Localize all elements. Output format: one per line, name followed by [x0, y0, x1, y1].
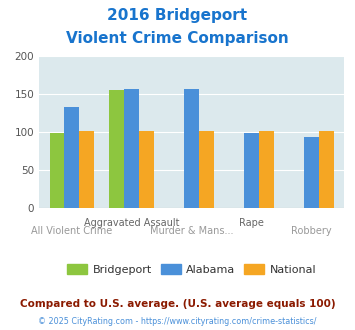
- Bar: [184, 89, 199, 208]
- Bar: [124, 89, 139, 208]
- Text: Compared to U.S. average. (U.S. average equals 100): Compared to U.S. average. (U.S. average …: [20, 299, 335, 309]
- Text: © 2025 CityRating.com - https://www.cityrating.com/crime-statistics/: © 2025 CityRating.com - https://www.city…: [38, 317, 317, 326]
- Text: 2016 Bridgeport: 2016 Bridgeport: [108, 8, 247, 23]
- Bar: [259, 131, 274, 208]
- Text: Rape: Rape: [239, 218, 264, 228]
- Bar: [80, 131, 94, 208]
- Bar: [65, 107, 80, 208]
- Bar: [139, 131, 154, 208]
- Bar: [304, 137, 319, 208]
- Bar: [50, 133, 65, 208]
- Bar: [319, 131, 334, 208]
- Bar: [109, 90, 124, 208]
- Legend: Bridgeport, Alabama, National: Bridgeport, Alabama, National: [64, 261, 320, 278]
- Text: Aggravated Assault: Aggravated Assault: [84, 218, 180, 228]
- Text: All Violent Crime: All Violent Crime: [31, 226, 113, 236]
- Text: Murder & Mans...: Murder & Mans...: [150, 226, 234, 236]
- Text: Robbery: Robbery: [291, 226, 332, 236]
- Text: Violent Crime Comparison: Violent Crime Comparison: [66, 31, 289, 46]
- Bar: [244, 133, 259, 208]
- Bar: [199, 131, 214, 208]
